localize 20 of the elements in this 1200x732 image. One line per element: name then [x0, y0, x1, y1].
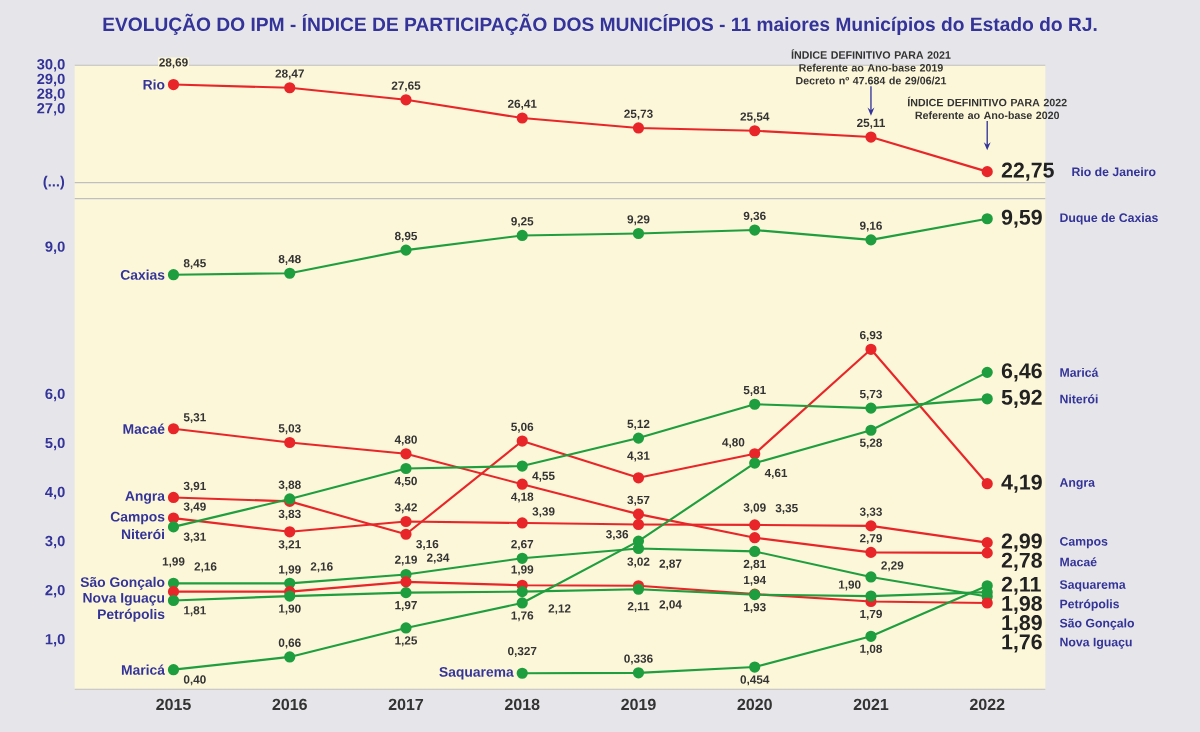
x-tick-label: 2021: [853, 698, 889, 711]
x-tick-label: 2019: [621, 698, 656, 711]
data-label: 4,19: [1001, 474, 1042, 493]
x-tick-label: 2016: [272, 698, 307, 711]
data-label: 6,46: [1001, 363, 1042, 382]
chart-title: EVOLUÇÃO DO IPM - ÍNDICE DE PARTICIPAÇÃO DOS MUNICÍPIOS - 11 maiores Municípios do Estado do RJ.: [103, 13, 1097, 35]
x-tick-label: 2017: [388, 698, 424, 711]
x-tick-label: 2015: [156, 698, 191, 711]
data-label: 2,78: [1001, 552, 1042, 571]
x-tick-label: 2022: [969, 698, 1005, 711]
data-label: 22,75: [1001, 162, 1054, 181]
data-label: 2,11: [1001, 576, 1041, 595]
data-label: 9,59: [1001, 209, 1042, 228]
data-label: 2,99: [1001, 533, 1042, 552]
data-label: 1,89: [1002, 615, 1042, 634]
data-label: 1,98: [1002, 595, 1042, 615]
x-tick-label: 2020: [737, 698, 772, 711]
data-label: 1,76: [1002, 634, 1042, 653]
data-label: 5,92: [1001, 389, 1042, 408]
x-tick-label: 2018: [504, 698, 540, 711]
